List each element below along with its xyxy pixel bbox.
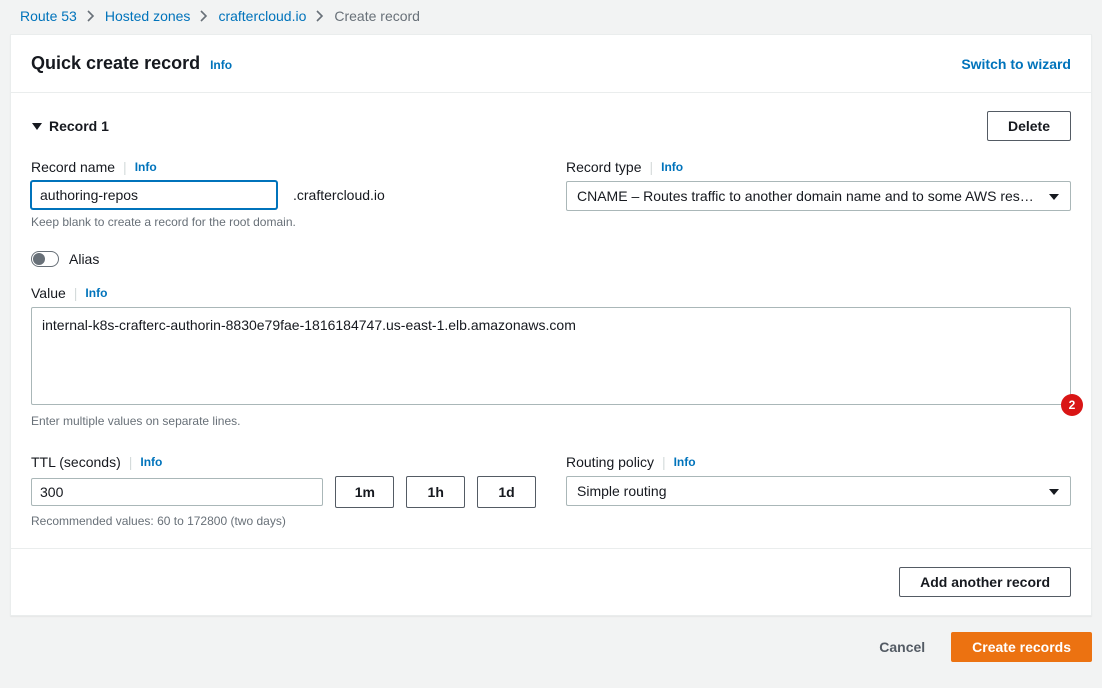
record-name-input[interactable] <box>31 181 277 209</box>
breadcrumb-link-route53[interactable]: Route 53 <box>20 8 77 24</box>
page-title-text: Quick create record <box>31 53 200 74</box>
page-title: Quick create record Info <box>31 53 232 74</box>
label-routing: Routing policy <box>566 454 654 470</box>
notification-badge[interactable]: 2 <box>1061 394 1083 416</box>
label-alias: Alias <box>69 251 99 267</box>
add-another-record-button[interactable]: Add another record <box>899 567 1071 597</box>
chevron-right-icon <box>200 10 208 22</box>
field-alias: Alias <box>31 251 1071 267</box>
field-record-type: Record type | Info CNAME – Routes traffi… <box>566 159 1071 229</box>
info-link-value[interactable]: Info <box>85 286 107 300</box>
chevron-right-icon <box>87 10 95 22</box>
chevron-right-icon <box>316 10 324 22</box>
routing-policy-select[interactable]: Simple routing <box>566 476 1071 506</box>
label-record-name: Record name <box>31 159 115 175</box>
value-textarea[interactable] <box>31 307 1071 405</box>
routing-selected: Simple routing <box>577 483 667 499</box>
helper-record-name: Keep blank to create a record for the ro… <box>31 215 536 229</box>
breadcrumb-link-zone[interactable]: craftercloud.io <box>218 8 306 24</box>
row-name-type: Record name | Info .craftercloud.io Keep… <box>31 159 1071 229</box>
panel-body: Record 1 Delete Record name | Info .craf… <box>11 93 1091 548</box>
caret-down-icon <box>1048 188 1060 204</box>
helper-ttl: Recommended values: 60 to 172800 (two da… <box>31 514 536 528</box>
info-link-header[interactable]: Info <box>210 58 232 72</box>
breadcrumb-current: Create record <box>334 8 420 24</box>
record-type-selected: CNAME – Routes traffic to another domain… <box>577 188 1042 204</box>
label-ttl: TTL (seconds) <box>31 454 121 470</box>
caret-down-icon <box>31 118 43 134</box>
label-value: Value <box>31 285 66 301</box>
panel-sub-footer: Add another record <box>11 548 1091 615</box>
alias-toggle[interactable] <box>31 251 59 267</box>
caret-down-icon <box>1048 483 1060 499</box>
breadcrumb: Route 53 Hosted zones craftercloud.io Cr… <box>0 0 1102 34</box>
record-type-select[interactable]: CNAME – Routes traffic to another domain… <box>566 181 1071 211</box>
create-record-panel: Quick create record Info Switch to wizar… <box>10 34 1092 616</box>
row-ttl-routing: TTL (seconds) | Info 1m 1h 1d Recommende… <box>31 454 1071 528</box>
domain-suffix: .craftercloud.io <box>293 187 385 203</box>
field-value: Value | Info 2 Enter multiple values on … <box>31 285 1071 428</box>
info-link-record-name[interactable]: Info <box>135 160 157 174</box>
record-header: Record 1 Delete <box>31 111 1071 141</box>
breadcrumb-link-hosted-zones[interactable]: Hosted zones <box>105 8 191 24</box>
info-link-routing[interactable]: Info <box>674 455 696 469</box>
switch-to-wizard-link[interactable]: Switch to wizard <box>961 56 1071 72</box>
helper-value: Enter multiple values on separate lines. <box>31 414 1071 428</box>
record-title-text: Record 1 <box>49 118 109 134</box>
field-record-name: Record name | Info .craftercloud.io Keep… <box>31 159 536 229</box>
ttl-preset-button-1h[interactable]: 1h <box>406 476 465 508</box>
record-title[interactable]: Record 1 <box>31 118 109 134</box>
info-link-ttl[interactable]: Info <box>140 455 162 469</box>
label-record-type: Record type <box>566 159 641 175</box>
page-footer: Cancel Create records <box>0 616 1102 678</box>
ttl-input[interactable] <box>31 478 323 506</box>
ttl-preset-button-1d[interactable]: 1d <box>477 476 536 508</box>
field-ttl: TTL (seconds) | Info 1m 1h 1d Recommende… <box>31 454 536 528</box>
delete-button[interactable]: Delete <box>987 111 1071 141</box>
create-records-button[interactable]: Create records <box>951 632 1092 662</box>
panel-header: Quick create record Info Switch to wizar… <box>11 35 1091 93</box>
field-routing-policy: Routing policy | Info Simple routing <box>566 454 1071 528</box>
info-link-record-type[interactable]: Info <box>661 160 683 174</box>
ttl-preset-button-1m[interactable]: 1m <box>335 476 394 508</box>
cancel-button[interactable]: Cancel <box>863 633 941 661</box>
